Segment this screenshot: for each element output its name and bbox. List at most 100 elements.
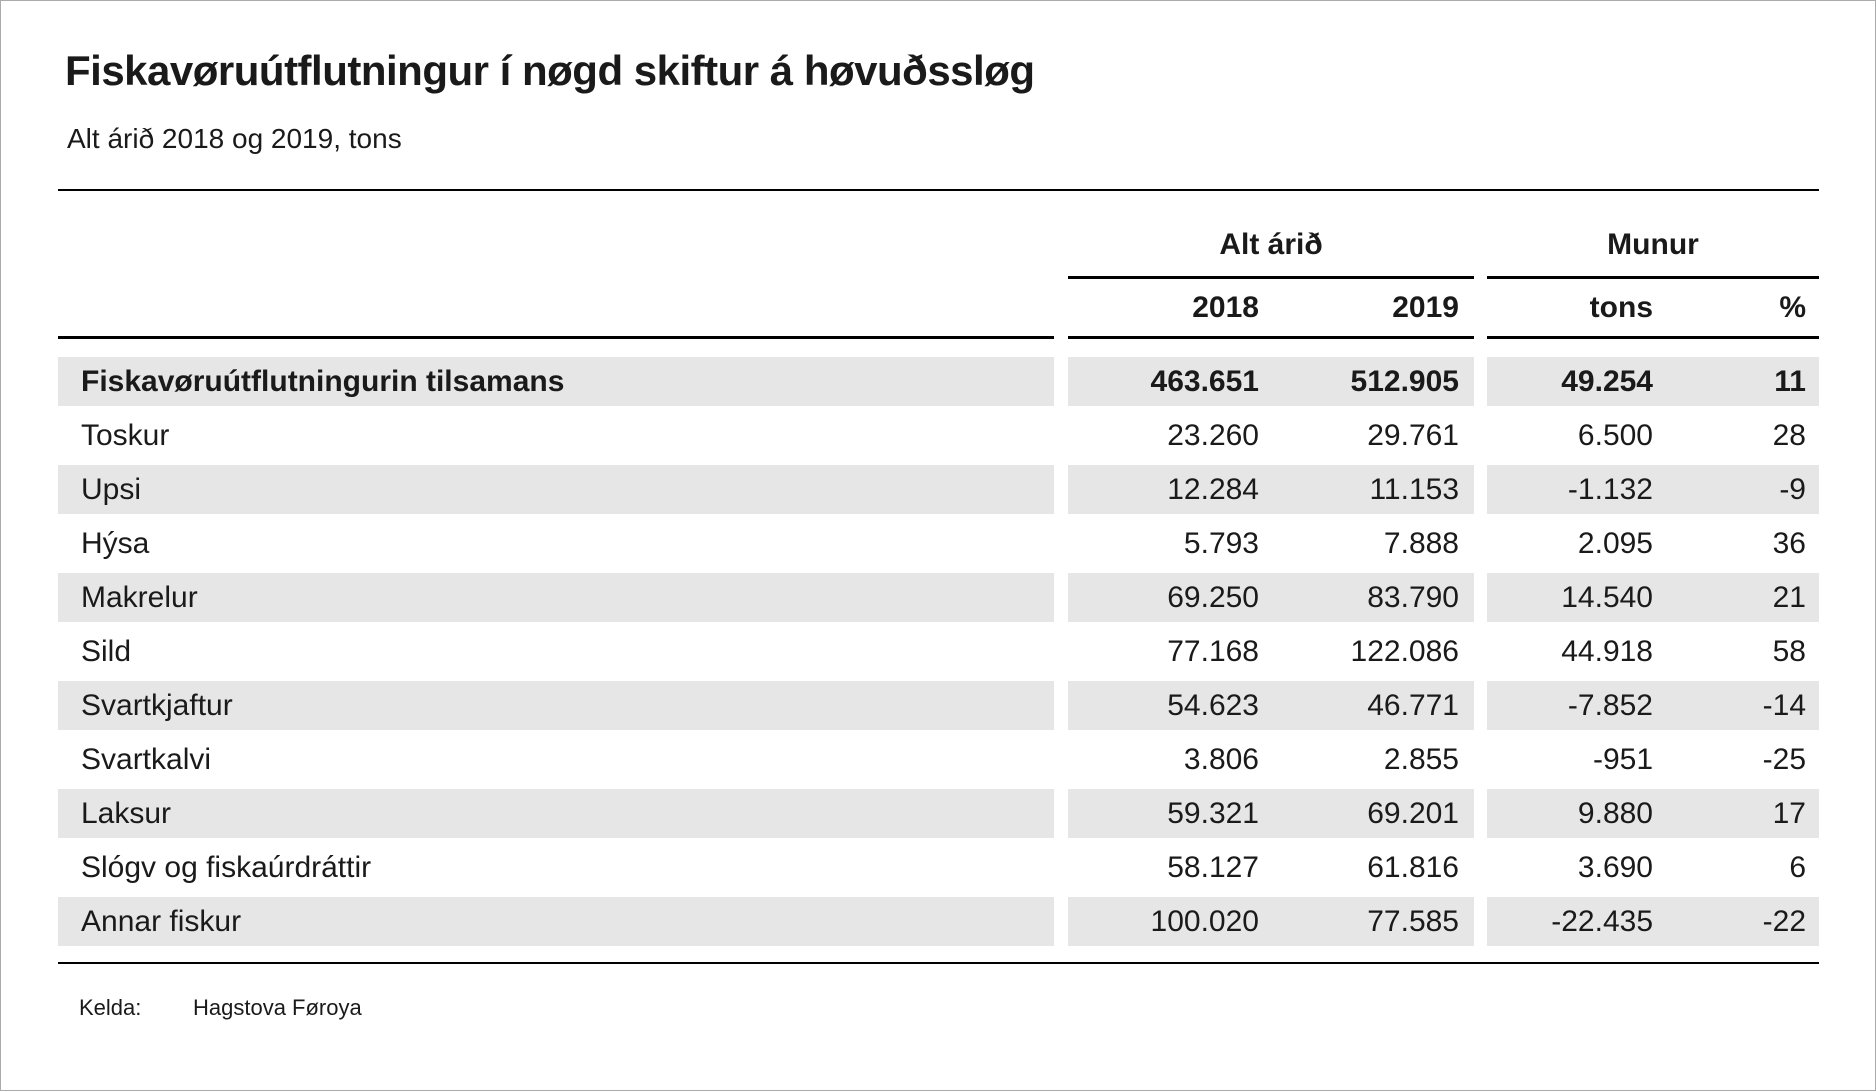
cell-munur-tons: 9.880 — [1577, 796, 1653, 830]
column-header-spacer — [58, 279, 1054, 339]
column-gap — [1054, 411, 1068, 460]
page-subtitle: Alt árið 2018 og 2019, tons — [67, 123, 402, 154]
header-top-rule — [58, 189, 1819, 191]
column-gap — [1474, 627, 1487, 676]
column-gap — [1474, 519, 1487, 568]
cell-munur-tons: 49.254 — [1561, 364, 1653, 398]
column-gap — [1054, 519, 1068, 568]
column-gap — [1474, 411, 1487, 460]
munur-value-block: 9.880 17 — [1487, 789, 1819, 838]
column-gap — [1474, 465, 1487, 514]
munur-value-block: 2.095 36 — [1487, 519, 1819, 568]
years-value-block: 3.806 2.855 — [1068, 735, 1474, 784]
row-label: Laksur — [58, 789, 1054, 838]
column-gap — [1474, 573, 1487, 622]
table-row: Hýsa 5.793 7.888 2.095 36 — [58, 519, 1819, 568]
column-gap — [1474, 191, 1487, 279]
cell-2018: 59.321 — [1167, 796, 1259, 830]
column-gap — [1054, 897, 1068, 946]
years-value-block: 69.250 83.790 — [1068, 573, 1474, 622]
table-row: Fiskavøruútflutningurin tilsamans 463.651… — [58, 357, 1819, 406]
table-row: Laksur 59.321 69.201 9.880 17 — [58, 789, 1819, 838]
munur-value-block: -7.852 -14 — [1487, 681, 1819, 730]
group-header-row: Alt árið Munur — [58, 191, 1819, 279]
years-value-block: 12.284 11.153 — [1068, 465, 1474, 514]
column-gap — [1474, 897, 1487, 946]
source-note: Kelda: Hagstova Føroya — [58, 995, 1819, 1021]
cell-2018: 58.127 — [1167, 850, 1259, 884]
munur-value-block: 49.254 11 — [1487, 357, 1819, 406]
table-row: Svartkalvi 3.806 2.855 -951 -25 — [58, 735, 1819, 784]
column-gap — [1474, 279, 1487, 339]
cell-munur-tons: -951 — [1592, 742, 1653, 776]
table-row: Upsi 12.284 11.153 -1.132 -9 — [58, 465, 1819, 514]
munur-value-block: -951 -25 — [1487, 735, 1819, 784]
column-gap — [1054, 279, 1068, 339]
years-value-block: 54.623 46.771 — [1068, 681, 1474, 730]
years-value-block: 23.260 29.761 — [1068, 411, 1474, 460]
table-row: Annar fiskur 100.020 77.585 -22.435 -22 — [58, 897, 1819, 946]
column-gap — [1474, 735, 1487, 784]
cell-munur-tons: 3.690 — [1577, 850, 1653, 884]
cell-2019: 29.761 — [1367, 418, 1459, 452]
years-value-block: 5.793 7.888 — [1068, 519, 1474, 568]
column-gap — [1474, 681, 1487, 730]
cell-2018: 3.806 — [1183, 742, 1259, 776]
column-gap — [1054, 573, 1068, 622]
column-gap — [1054, 627, 1068, 676]
row-label: Slógv og fiskaúrdráttir — [81, 850, 372, 884]
cell-2018: 69.250 — [1167, 580, 1259, 614]
cell-munur-percent: 6 — [1789, 850, 1806, 884]
cell-2018: 12.284 — [1167, 472, 1259, 506]
cell-2019: 512.905 — [1350, 364, 1459, 398]
table-row: Toskur 23.260 29.761 6.500 28 — [58, 411, 1819, 460]
cell-munur-percent: -25 — [1762, 742, 1806, 776]
cell-2018: 54.623 — [1167, 688, 1259, 722]
munur-value-block: 14.540 21 — [1487, 573, 1819, 622]
table-bottom-rule — [58, 962, 1819, 964]
row-label: Fiskavøruútflutningurin tilsamans — [58, 357, 1054, 406]
cell-munur-tons: 6.500 — [1577, 418, 1653, 452]
cell-munur-percent: 17 — [1772, 796, 1806, 830]
group-header-spacer — [58, 191, 1054, 279]
cell-munur-tons: 14.540 — [1561, 580, 1653, 614]
cell-munur-percent: 11 — [1774, 364, 1806, 398]
cell-munur-percent: 21 — [1772, 580, 1806, 614]
column-gap — [1474, 789, 1487, 838]
munur-header-block: tons % — [1487, 279, 1819, 339]
source-value: Hagstova Føroya — [193, 995, 362, 1020]
column-gap — [1054, 681, 1068, 730]
row-label: Annar fiskur — [58, 897, 1054, 946]
cell-munur-percent: -22 — [1762, 904, 1806, 938]
cell-munur-percent: 36 — [1772, 526, 1806, 560]
column-gap — [1054, 465, 1068, 514]
row-label: Svartkalvi — [81, 742, 212, 776]
table-row: Sild 77.168 122.086 44.918 58 — [58, 627, 1819, 676]
years-value-block: 59.321 69.201 — [1068, 789, 1474, 838]
cell-munur-percent: 58 — [1772, 634, 1806, 668]
column-gap — [1054, 789, 1068, 838]
cell-munur-percent: -14 — [1762, 688, 1806, 722]
export-table: Alt árið Munur 2018 2019 tons % Fiskavør… — [58, 189, 1819, 1021]
cell-2019: 2.855 — [1383, 742, 1459, 776]
cell-munur-tons: -1.132 — [1567, 472, 1653, 506]
years-value-block: 58.127 61.816 — [1068, 843, 1474, 892]
years-value-block: 463.651 512.905 — [1068, 357, 1474, 406]
column-header-2018: 2018 — [1192, 291, 1259, 324]
cell-2019: 83.790 — [1367, 580, 1459, 614]
cell-munur-percent: -9 — [1779, 472, 1806, 506]
column-gap — [1054, 357, 1068, 406]
munur-value-block: -1.132 -9 — [1487, 465, 1819, 514]
cell-2018: 5.793 — [1183, 526, 1259, 560]
cell-2018: 23.260 — [1167, 418, 1259, 452]
cell-munur-percent: 28 — [1772, 418, 1806, 452]
cell-2019: 122.086 — [1350, 634, 1459, 668]
column-gap — [1474, 843, 1487, 892]
cell-2019: 61.816 — [1367, 850, 1459, 884]
cell-2018: 463.651 — [1150, 364, 1259, 398]
munur-value-block: -22.435 -22 — [1487, 897, 1819, 946]
table-row: Svartkjaftur 54.623 46.771 -7.852 -14 — [58, 681, 1819, 730]
column-header-2019: 2019 — [1392, 291, 1459, 324]
column-header-percent: % — [1779, 291, 1806, 324]
column-gap — [1054, 191, 1068, 279]
